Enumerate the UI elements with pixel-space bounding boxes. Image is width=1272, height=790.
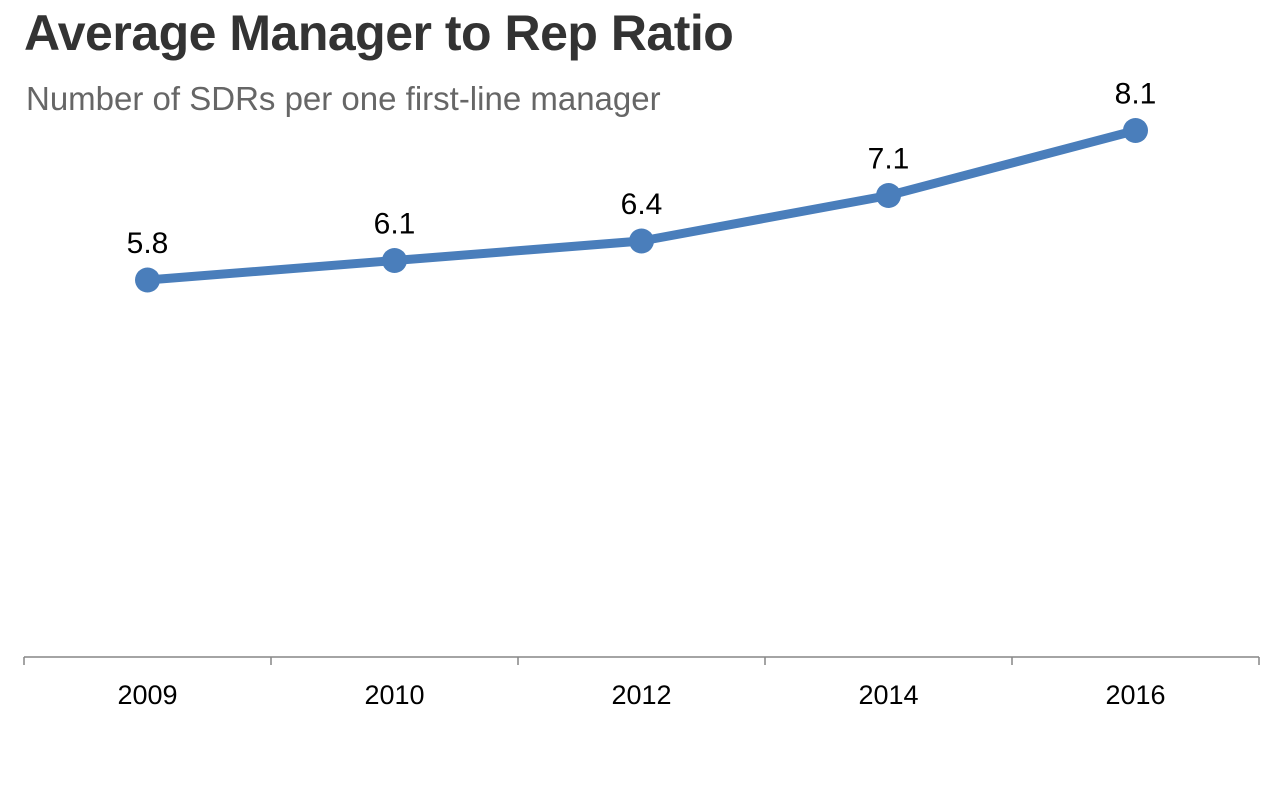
data-label: 7.1 [868,143,910,176]
data-point [629,228,654,254]
data-label: 5.8 [127,227,169,260]
chart-subtitle: Number of SDRs per one first-line manage… [26,80,661,117]
data-label: 8.1 [1115,78,1157,111]
data-point [1123,118,1148,143]
x-tick-label: 2009 [117,680,177,710]
x-tick-label: 2016 [1105,680,1165,710]
data-label: 6.4 [621,188,663,221]
x-tick-label: 2014 [858,680,918,710]
x-tick-label: 2010 [364,680,424,710]
x-axis: 2009 2010 2012 2014 2016 [23,656,1260,710]
series-layer [135,118,1148,293]
data-point [382,248,407,273]
data-point [135,267,160,293]
data-label: 6.1 [374,208,416,241]
chart-title: Average Manager to Rep Ratio [24,5,734,61]
data-labels: 5.8 6.1 6.4 7.1 8.1 [127,78,1157,261]
x-tick-label: 2012 [611,680,671,710]
data-point [876,183,901,208]
